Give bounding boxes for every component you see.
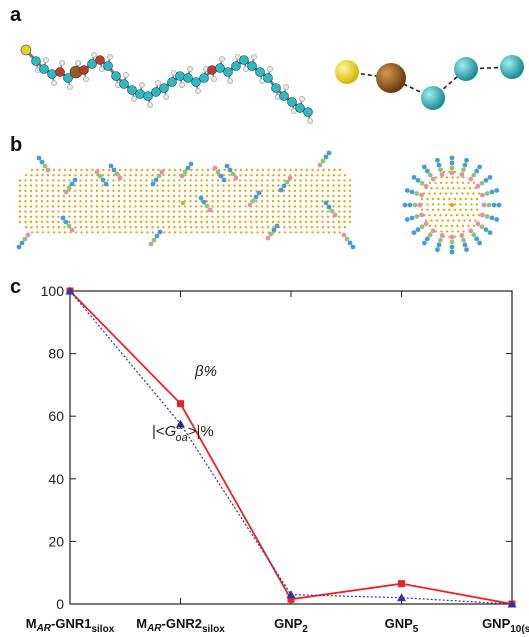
y-tick-label: 60	[48, 408, 64, 424]
y-tick-label: 20	[48, 533, 64, 549]
y-tick-label: 40	[48, 471, 64, 487]
data-point-beta	[177, 400, 184, 408]
x-tick-label: GNP10(silo	[482, 616, 529, 635]
series-line-goa	[69, 290, 513, 605]
series-line-beta	[69, 290, 513, 605]
data-point-goa	[176, 419, 185, 428]
y-tick-label: 80	[48, 346, 64, 362]
y-tick-label: 0	[56, 596, 64, 612]
annotation-beta: β%	[194, 363, 217, 380]
annotation-goa: |<Ga oa>|%	[152, 420, 214, 444]
x-tick-label: GNP2	[274, 616, 308, 635]
data-point-beta	[287, 595, 295, 603]
data-point-goa	[286, 590, 296, 599]
panel-label-c: c	[10, 276, 22, 298]
panel-label-a: a	[10, 4, 22, 26]
y-tick-label: 100	[41, 283, 65, 299]
plot-frame	[69, 290, 513, 605]
data-point-goa	[397, 593, 406, 602]
x-tick-label: MAR-GNR2silox	[136, 616, 225, 635]
data-point-beta	[398, 580, 405, 588]
x-tick-label: MAR-GNR1silox	[26, 616, 115, 635]
data-point-goa	[507, 599, 517, 608]
panel-label-b: b	[10, 134, 23, 156]
data-point-goa	[65, 286, 75, 295]
x-tick-label: GNP5	[385, 616, 419, 635]
